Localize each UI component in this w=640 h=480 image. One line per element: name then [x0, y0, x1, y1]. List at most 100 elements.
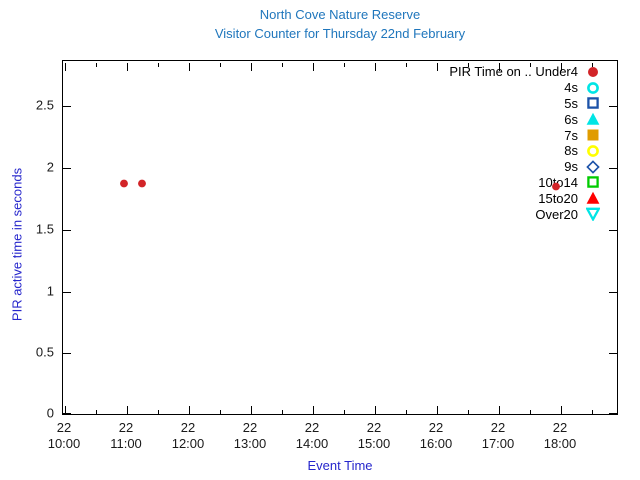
legend: PIR Time on .. Under4 4s 5s 6s 7s 8s 9s 10to14 1…: [449, 64, 601, 222]
x-major-tick: [499, 406, 500, 414]
y-tick-label: 1.5: [35, 221, 54, 237]
data-point-Under4: [550, 179, 561, 197]
x-minor-tick-top: [468, 63, 469, 67]
x-minor-tick: [158, 410, 159, 414]
x-minor-tick: [406, 410, 407, 414]
x-tick-label: 22 12:00: [171, 420, 205, 451]
legend-row: 10to14: [449, 175, 600, 191]
x-major-tick: [375, 406, 376, 414]
x-minor-tick-top: [282, 63, 283, 67]
y-major-tick: [63, 106, 71, 107]
x-major-tick: [251, 406, 252, 414]
legend-row: Over20: [449, 206, 601, 222]
y-tick-label: 1: [46, 283, 54, 299]
x-minor-tick-top: [406, 63, 407, 67]
legend-label: Over20: [535, 206, 578, 222]
x-tick-label: 22 14:00: [295, 420, 329, 451]
y-major-tick-right: [609, 353, 617, 354]
x-tick-label: 22 13:00: [233, 420, 267, 451]
legend-row: 4s: [449, 80, 600, 96]
x-tick-label: 22 16:00: [419, 420, 453, 451]
legend-label: 8s: [564, 143, 578, 159]
x-major-tick-top: [561, 63, 562, 71]
legend-row: 6s: [449, 111, 600, 127]
y-major-tick: [63, 168, 71, 169]
x-minor-tick-top: [96, 63, 97, 67]
diamond-open-icon: [586, 159, 600, 174]
y-major-tick-right: [609, 413, 617, 414]
x-tick-label: 22 17:00: [481, 420, 515, 451]
x-major-tick-top: [251, 63, 252, 71]
x-minor-tick: [530, 410, 531, 414]
x-minor-tick: [592, 410, 593, 414]
y-major-tick-right: [609, 168, 617, 169]
legend-label: 4s: [564, 80, 578, 96]
x-major-tick: [313, 406, 314, 414]
y-major-tick-right: [609, 292, 617, 293]
x-minor-tick-top: [592, 63, 593, 67]
y-major-tick: [63, 353, 71, 354]
circle-open-icon: [586, 81, 600, 95]
y-axis-label: PIR active time in seconds: [9, 167, 25, 322]
x-major-tick: [561, 406, 562, 414]
y-tick-label: 2: [46, 159, 54, 175]
x-major-tick-top: [127, 63, 128, 71]
y-major-tick: [63, 413, 71, 414]
x-major-tick-top: [499, 63, 500, 71]
x-tick-label: 22 18:00: [543, 420, 577, 451]
x-major-tick: [437, 406, 438, 414]
legend-label: 15to20: [538, 190, 578, 206]
x-major-tick-top: [375, 63, 376, 71]
legend-row: 9s: [449, 159, 600, 175]
plot-area: PIR Time on .. Under4 4s 5s 6s 7s 8s 9s 10to14 1…: [62, 60, 618, 415]
x-major-tick-top: [313, 63, 314, 71]
y-major-tick: [63, 230, 71, 231]
x-minor-tick: [220, 410, 221, 414]
data-point-Under4: [136, 176, 147, 194]
legend-label: 5s: [564, 95, 578, 111]
x-minor-tick-top: [344, 63, 345, 67]
legend-row: 8s: [449, 143, 600, 159]
legend-label: 7s: [564, 127, 578, 143]
y-tick-label: 0.5: [35, 344, 54, 360]
x-major-tick: [65, 406, 66, 414]
square-open-icon: [586, 96, 600, 110]
circle-filled-icon: [586, 65, 600, 79]
x-minor-tick: [282, 410, 283, 414]
circle-open-icon: [586, 144, 600, 158]
x-axis-label: Event Time: [307, 458, 373, 473]
x-major-tick-top: [437, 63, 438, 71]
legend-label: PIR Time on .. Under4: [449, 64, 578, 80]
x-minor-tick-top: [220, 63, 221, 67]
x-tick-label: 22 15:00: [357, 420, 391, 451]
y-tick-label: 2.5: [35, 97, 54, 113]
legend-row: PIR Time on .. Under4: [449, 64, 600, 80]
x-major-tick: [127, 406, 128, 414]
triangle-up-filled-icon: [586, 191, 600, 205]
triangle-down-open-icon: [585, 207, 601, 222]
x-minor-tick: [468, 410, 469, 414]
legend-row: 7s: [449, 127, 600, 143]
y-major-tick-right: [609, 106, 617, 107]
legend-label: 9s: [564, 159, 578, 175]
legend-label: 10to14: [538, 174, 578, 190]
x-minor-tick: [344, 410, 345, 414]
x-minor-tick-top: [158, 63, 159, 67]
square-filled-icon: [586, 128, 600, 142]
legend-row: 5s: [449, 96, 600, 112]
legend-label: 6s: [564, 111, 578, 127]
y-tick-label: 0: [46, 405, 54, 421]
x-tick-label: 22 11:00: [110, 420, 142, 451]
legend-row: 15to20: [449, 190, 600, 206]
x-minor-tick: [96, 410, 97, 414]
chart-subtitle: Visitor Counter for Thursday 22nd Februa…: [214, 26, 466, 41]
x-major-tick-top: [65, 63, 66, 71]
chart-title: North Cove Nature Reserve: [259, 7, 421, 22]
triangle-up-filled-icon: [586, 112, 600, 126]
square-open-icon: [586, 175, 600, 189]
x-tick-label: 22 10:00: [47, 420, 81, 451]
x-major-tick: [189, 406, 190, 414]
y-major-tick-right: [609, 230, 617, 231]
x-minor-tick-top: [530, 63, 531, 67]
